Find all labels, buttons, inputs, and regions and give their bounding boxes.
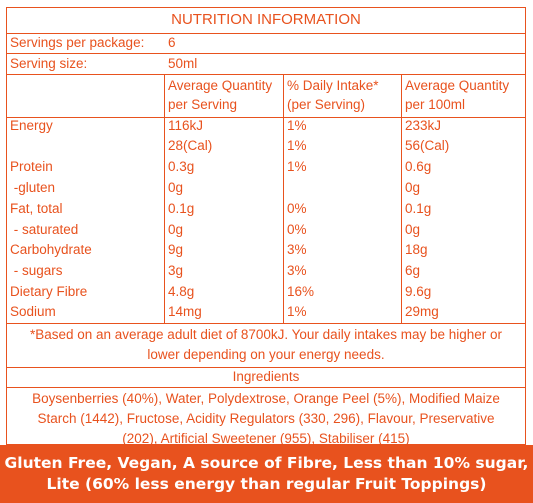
nutrient-name: Fat, total <box>10 201 63 216</box>
serving-size-row: Serving size: 50ml <box>7 53 525 75</box>
nutrient-di: 0% <box>287 201 307 216</box>
header-per100-line2: per 100ml <box>405 97 466 112</box>
nutrient-name: - saturated <box>10 222 79 237</box>
ingredients-block: Boysenberries (40%), Water, Polydextrose… <box>7 388 525 446</box>
nutrient-di: 0% <box>287 222 307 237</box>
nutrient-per100: 6g <box>405 263 421 278</box>
ingredients-heading: Ingredients <box>232 369 300 384</box>
claims-banner: Gluten Free, Vegan, A source of Fibre, L… <box>0 445 533 503</box>
nutrient-serving: 28(Cal) <box>168 138 213 153</box>
nutrients-block: Energy 116kJ 1% 233kJ 28(Cal) 1% 56(Cal)… <box>7 117 525 324</box>
nutrient-per100: 18g <box>405 242 428 257</box>
column-header-row: Average Quantity per Serving % Daily Int… <box>7 74 525 118</box>
nutrient-name: Sodium <box>10 304 56 319</box>
nutrient-name: Carbohydrate <box>10 242 92 257</box>
nutrient-di: 1% <box>287 304 307 319</box>
nutrient-per100: 0.6g <box>405 159 432 174</box>
banner-line2: Lite (60% less energy than regular Fruit… <box>46 475 487 493</box>
column-divider <box>164 74 165 323</box>
servings-value: 6 <box>168 35 176 50</box>
servings-label: Servings per package: <box>10 35 145 50</box>
servings-row: Servings per package: 6 <box>7 33 525 54</box>
header-di-line2: (per Serving) <box>287 97 366 112</box>
nutrition-panel: NUTRITION INFORMATION Servings per packa… <box>6 7 526 446</box>
title-row: NUTRITION INFORMATION <box>7 8 525 34</box>
column-divider <box>401 74 402 323</box>
nutrient-serving: 3g <box>168 263 184 278</box>
nutrient-di: 3% <box>287 263 307 278</box>
nutrient-name: Dietary Fibre <box>10 284 88 299</box>
nutrient-di: 1% <box>287 159 307 174</box>
ingredients-line3: (202), Artificial Sweetener (955), Stabi… <box>122 431 410 446</box>
nutrient-name: - sugars <box>10 263 63 278</box>
ingredients-line1: Boysenberries (40%), Water, Polydextrose… <box>32 391 500 406</box>
nutrient-serving: 116kJ <box>168 118 204 133</box>
banner-line1: Gluten Free, Vegan, A source of Fibre, L… <box>4 454 529 472</box>
header-serving-line1: Average Quantity <box>168 78 273 93</box>
nutrient-name: -gluten <box>10 180 56 195</box>
nutrient-name: Energy <box>10 118 53 133</box>
nutrient-per100: 0g <box>405 222 421 237</box>
nutrient-serving: 0.3g <box>168 159 195 174</box>
ingredients-heading-row: Ingredients <box>7 367 525 388</box>
nutrient-di: 16% <box>287 284 315 299</box>
serving-size-value: 50ml <box>168 56 198 71</box>
ingredients-line2: Starch (1442), Fructose, Acidity Regulat… <box>37 411 495 426</box>
nutrient-serving: 0.1g <box>168 201 195 216</box>
nutrient-di: 3% <box>287 242 307 257</box>
footnote-line1: *Based on an average adult diet of 8700k… <box>29 327 503 342</box>
footnote-row: *Based on an average adult diet of 8700k… <box>7 323 525 368</box>
header-serving-line2: per Serving <box>168 97 238 112</box>
nutrient-per100: 0.1g <box>405 201 432 216</box>
nutrient-serving: 14mg <box>168 304 202 319</box>
nutrient-name: Protein <box>10 159 53 174</box>
nutrient-per100: 9.6g <box>405 284 432 299</box>
column-divider <box>283 74 284 323</box>
header-per100-line1: Average Quantity <box>405 78 510 93</box>
footnote-line2: lower depending on your energy needs. <box>147 347 385 362</box>
panel-title: NUTRITION INFORMATION <box>171 11 361 28</box>
nutrient-di: 1% <box>287 118 307 133</box>
nutrient-serving: 4.8g <box>168 284 195 299</box>
nutrient-serving: 0g <box>168 180 184 195</box>
nutrient-di: 1% <box>287 138 307 153</box>
serving-size-label: Serving size: <box>10 56 88 71</box>
nutrient-per100: 233kJ <box>405 118 442 133</box>
nutrient-serving: 0g <box>168 222 184 237</box>
nutrient-per100: 0g <box>405 180 421 195</box>
header-di-line1: % Daily Intake* <box>287 78 379 93</box>
nutrient-per100: 29mg <box>405 304 439 319</box>
nutrient-serving: 9g <box>168 242 184 257</box>
nutrient-per100: 56(Cal) <box>405 138 450 153</box>
